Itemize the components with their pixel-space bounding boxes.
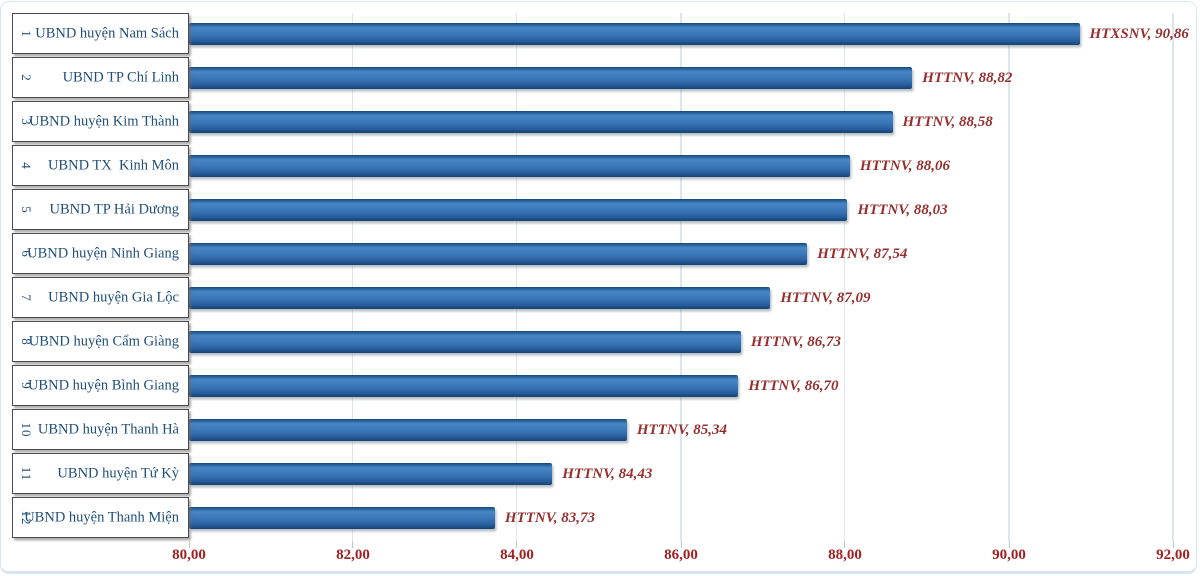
category-row: 1 UBND huyện Nam Sách bbox=[12, 13, 189, 54]
axis-tick-label: 92,00 bbox=[1156, 547, 1190, 563]
axis-tick-label: 86,00 bbox=[664, 547, 698, 563]
bar-data-label: HTTNV, 88,82 bbox=[922, 70, 1013, 86]
rank-number: 10 bbox=[19, 422, 34, 437]
bar bbox=[189, 111, 893, 133]
category-label: UBND huyện Thanh Miện bbox=[24, 509, 179, 525]
gridline-84 bbox=[515, 13, 518, 541]
category-label: UBND TP Hải Dương bbox=[49, 201, 179, 217]
axis-tick-label: 82,00 bbox=[336, 547, 370, 563]
axis-tick-86 bbox=[680, 541, 682, 548]
axis-tick-label: 84,00 bbox=[500, 547, 534, 563]
category-label: UBND huyện Tứ Kỳ bbox=[57, 465, 179, 481]
plot-area: HTXSNV, 90,86 HTTNV, 88,82 HTTNV, 88,58 HTT… bbox=[189, 13, 1189, 541]
category-label: UBND huyện Kim Thành bbox=[29, 113, 179, 129]
gridline-88 bbox=[843, 13, 846, 541]
bar bbox=[189, 287, 771, 309]
axis-tick-80 bbox=[188, 541, 190, 548]
gridline-92 bbox=[1172, 13, 1174, 541]
rank-number: 5 bbox=[19, 205, 34, 214]
category-label: UBND huyện Thanh Hà bbox=[37, 421, 179, 437]
category-label: UBND huyện Nam Sách bbox=[35, 25, 179, 41]
bar bbox=[189, 507, 495, 529]
category-row: 7 UBND huyện Gia Lộc bbox=[12, 277, 189, 318]
axis-tick-84 bbox=[516, 541, 518, 548]
bar bbox=[189, 331, 741, 353]
category-row: 9 UBND huyện Bình Giang bbox=[12, 365, 189, 406]
bar bbox=[189, 199, 848, 221]
x-axis: 80,00 82,00 84,00 86,00 88,00 90,00 92,00 bbox=[172, 541, 1190, 573]
category-label: UBND huyện Gia Lộc bbox=[48, 289, 179, 305]
bar-data-label: HTTNV, 86,73 bbox=[750, 334, 842, 350]
bar-data-label: HTXSNV, 90,86 bbox=[1089, 26, 1189, 42]
gridline-82 bbox=[351, 13, 354, 541]
category-row: 12 UBND huyện Thanh Miện bbox=[12, 497, 189, 538]
axis-tick-92 bbox=[1172, 541, 1174, 548]
rank-number: 11 bbox=[19, 466, 34, 481]
bar bbox=[189, 463, 553, 485]
bar bbox=[189, 155, 850, 177]
rank-number: 4 bbox=[19, 161, 34, 170]
category-row: 4 UBND TX Kinh Môn bbox=[12, 145, 189, 186]
axis-tick-label: 88,00 bbox=[828, 547, 862, 563]
category-label: UBND huyện Ninh Giang bbox=[27, 245, 179, 261]
category-label: UBND huyện Bình Giang bbox=[27, 377, 179, 393]
bar bbox=[189, 375, 739, 397]
category-row: 5 UBND TP Hải Dương bbox=[12, 189, 189, 230]
bar-data-label: HTTNV, 88,06 bbox=[859, 158, 951, 174]
bar-data-label: HTTNV, 84,43 bbox=[562, 466, 653, 482]
bar-data-label: HTTNV, 86,70 bbox=[748, 378, 839, 394]
bar-data-label: HTTNV, 88,03 bbox=[857, 202, 948, 218]
category-row: 8 UBND huyện Cẩm Giàng bbox=[12, 321, 189, 362]
bar-data-label: HTTNV, 88,58 bbox=[902, 114, 993, 130]
rank-number: 7 bbox=[19, 293, 34, 302]
axis-tick-label: 90,00 bbox=[992, 547, 1026, 563]
category-label: UBND huyện Cẩm Giàng bbox=[28, 333, 179, 349]
bar-data-label: HTTNV, 85,34 bbox=[636, 422, 728, 438]
bar bbox=[189, 67, 913, 89]
category-row: 11 UBND huyện Tứ Kỳ bbox=[12, 453, 189, 494]
category-label: UBND TP Chí Linh bbox=[62, 69, 179, 85]
bar bbox=[189, 23, 1080, 45]
category-row: 3 UBND huyện Kim Thành bbox=[12, 101, 189, 142]
axis-tick-88 bbox=[844, 541, 846, 548]
gridline-90 bbox=[1008, 13, 1010, 541]
category-row: 6 UBND huyện Ninh Giang bbox=[12, 233, 189, 274]
bar-data-label: HTTNV, 87,09 bbox=[780, 290, 871, 306]
category-row: 10 UBND huyện Thanh Hà bbox=[12, 409, 189, 450]
category-row: 2 UBND TP Chí Linh bbox=[12, 57, 189, 98]
rank-number: 1 bbox=[19, 29, 34, 38]
axis-tick-82 bbox=[352, 541, 354, 548]
bar bbox=[189, 419, 627, 441]
bar-data-label: HTTNV, 83,73 bbox=[504, 510, 596, 526]
gridline-86 bbox=[680, 13, 682, 541]
bar-data-label: HTTNV, 87,54 bbox=[817, 246, 908, 262]
axis-tick-90 bbox=[1008, 541, 1010, 548]
category-label: UBND TX Kinh Môn bbox=[47, 157, 179, 173]
axis-tick-label: 80,00 bbox=[172, 547, 206, 563]
bar bbox=[189, 243, 808, 265]
rank-number: 2 bbox=[19, 73, 34, 82]
